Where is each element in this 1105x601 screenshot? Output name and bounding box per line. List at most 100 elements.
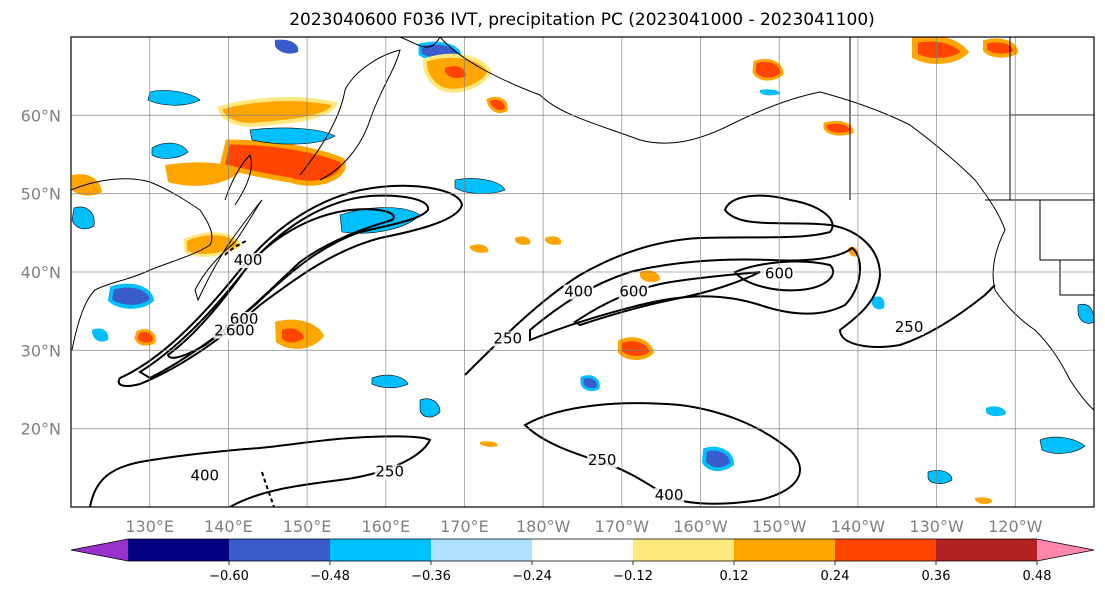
contour-label: 600 bbox=[226, 322, 255, 340]
latitude-tick-label: 20°N bbox=[21, 420, 61, 439]
contour-label-background bbox=[764, 266, 795, 282]
latitude-axis: 20°N 30°N 40°N 50°N 60°N bbox=[21, 106, 61, 438]
kamchatka-coast bbox=[299, 49, 401, 181]
colorbar-bin bbox=[330, 539, 432, 561]
contour-label: 400 bbox=[190, 467, 219, 485]
anomaly-patch bbox=[470, 244, 489, 253]
colorbar-tick-label: −0.36 bbox=[411, 569, 451, 584]
sakhalin-coast bbox=[224, 154, 252, 206]
anomaly-patch bbox=[871, 296, 885, 310]
contour-label-background bbox=[233, 253, 264, 269]
ivt-contour-250 bbox=[117, 184, 464, 387]
contour-label: 600 bbox=[765, 264, 794, 282]
colorbar-extend-low bbox=[71, 539, 128, 561]
longitude-tick-label: 170°E bbox=[440, 517, 489, 536]
anomaly-patch bbox=[618, 337, 655, 360]
longitude-tick-label: 120°W bbox=[988, 517, 1043, 536]
anomaly-patch bbox=[640, 270, 660, 283]
map-panel: 400600250600400600600250250400250250400 … bbox=[21, 36, 1095, 536]
contour-label-background bbox=[189, 468, 220, 484]
longitude-tick-label: 170°W bbox=[595, 517, 650, 536]
anomaly-patch bbox=[282, 328, 304, 343]
anomaly-patch bbox=[986, 406, 1006, 417]
contour-label: 250 bbox=[493, 330, 522, 348]
latitude-tick-label: 40°N bbox=[21, 263, 61, 282]
anomaly-patch bbox=[71, 206, 95, 230]
longitude-tick-label: 130°W bbox=[909, 517, 964, 536]
colorbar-tick-label: −0.12 bbox=[613, 569, 653, 584]
contour-label-background bbox=[894, 319, 925, 335]
contour-label-background bbox=[229, 311, 260, 327]
contour-labels: 400600250600400600600250250400250250400 bbox=[189, 251, 925, 504]
map-title: 2023040600 F036 IVT, precipitation PC (2… bbox=[289, 10, 875, 30]
colorbar-extend-high bbox=[1037, 539, 1094, 561]
contour-label-background bbox=[654, 488, 685, 504]
anomaly-patch bbox=[701, 446, 735, 471]
anomaly-patch bbox=[983, 38, 1019, 58]
longitude-tick-label: 160°W bbox=[673, 517, 728, 536]
north-america-coast bbox=[439, 37, 1094, 411]
contour-label-background bbox=[374, 464, 405, 480]
longitude-tick-label: 130°E bbox=[125, 517, 174, 536]
ivt-contour-dashed bbox=[261, 471, 275, 507]
colorbar-outline bbox=[70, 538, 1095, 562]
anomaly-patch bbox=[515, 236, 531, 245]
colorbar-tick-label: −0.24 bbox=[512, 569, 552, 584]
anomaly-patch bbox=[92, 328, 109, 342]
colorbar-tick-label: 0.12 bbox=[720, 569, 749, 584]
gridlines bbox=[71, 37, 1094, 507]
anomaly-patch bbox=[275, 39, 299, 54]
contour-label-background bbox=[563, 284, 594, 300]
state-border bbox=[1039, 200, 1094, 261]
anomaly-patch bbox=[823, 120, 854, 136]
colorbar-bin bbox=[431, 539, 533, 561]
colorbar-tick-label: −0.48 bbox=[310, 569, 350, 584]
colorbar-bin bbox=[128, 539, 230, 561]
contour-label: 250 bbox=[895, 318, 924, 336]
ivt-contour-250 bbox=[464, 194, 996, 376]
map-frame bbox=[70, 36, 1095, 508]
anomaly-patch bbox=[480, 441, 498, 447]
anomaly-patch bbox=[486, 96, 508, 114]
anomaly-patch bbox=[134, 329, 156, 346]
colorbar: −0.60 −0.48 −0.36 −0.24 −0.12 0.12 0.24 0.36 0.4… bbox=[70, 538, 1095, 584]
anomaly-patch bbox=[545, 236, 562, 245]
contour-label: 400 bbox=[655, 486, 684, 504]
anomaly-patch bbox=[107, 283, 155, 309]
contour-label: 600 bbox=[230, 310, 259, 328]
contour-label: 400 bbox=[564, 283, 593, 301]
longitude-tick-label: 140°E bbox=[204, 517, 253, 536]
contour-label-background bbox=[587, 452, 618, 468]
anomaly-patch bbox=[752, 59, 784, 81]
anomaly-patch bbox=[72, 174, 102, 196]
contour-label: 250 bbox=[588, 451, 617, 469]
colorbar-tick-label: 0.48 bbox=[1023, 569, 1052, 584]
colorbar-tick-label: −0.60 bbox=[209, 569, 249, 584]
colorbar-bin bbox=[835, 539, 937, 561]
japan-coast bbox=[194, 199, 263, 302]
anomaly-patch bbox=[165, 162, 240, 186]
anomaly-patch bbox=[760, 89, 780, 96]
anomaly-patch bbox=[1039, 436, 1086, 454]
anomaly-patch bbox=[249, 127, 336, 145]
longitude-tick-label: 140°W bbox=[831, 517, 886, 536]
longitude-axis: 130°E 140°E 150°E 160°E 170°E 180°W 170°W 160°W… bbox=[125, 517, 1042, 536]
contour-label: 250 bbox=[375, 463, 404, 481]
contour-label-background bbox=[225, 323, 256, 339]
ivt-contours bbox=[89, 184, 996, 507]
anomaly-patch bbox=[580, 375, 600, 392]
latitude-tick-label: 50°N bbox=[21, 185, 61, 204]
ivt-contour-600 bbox=[733, 260, 835, 292]
longitude-tick-label: 180°W bbox=[516, 517, 571, 536]
anomaly-patch bbox=[147, 90, 201, 106]
colorbar-bin bbox=[936, 539, 1038, 561]
ivt-contour-400 bbox=[529, 246, 862, 342]
latitude-tick-label: 60°N bbox=[21, 106, 61, 125]
anomaly-patch bbox=[454, 178, 506, 194]
contour-label-background bbox=[618, 284, 649, 300]
contour-label-background bbox=[492, 331, 523, 347]
longitude-tick-label: 150°W bbox=[752, 517, 807, 536]
ivt-contour-dashed bbox=[224, 239, 249, 256]
colorbar-bin bbox=[229, 539, 331, 561]
